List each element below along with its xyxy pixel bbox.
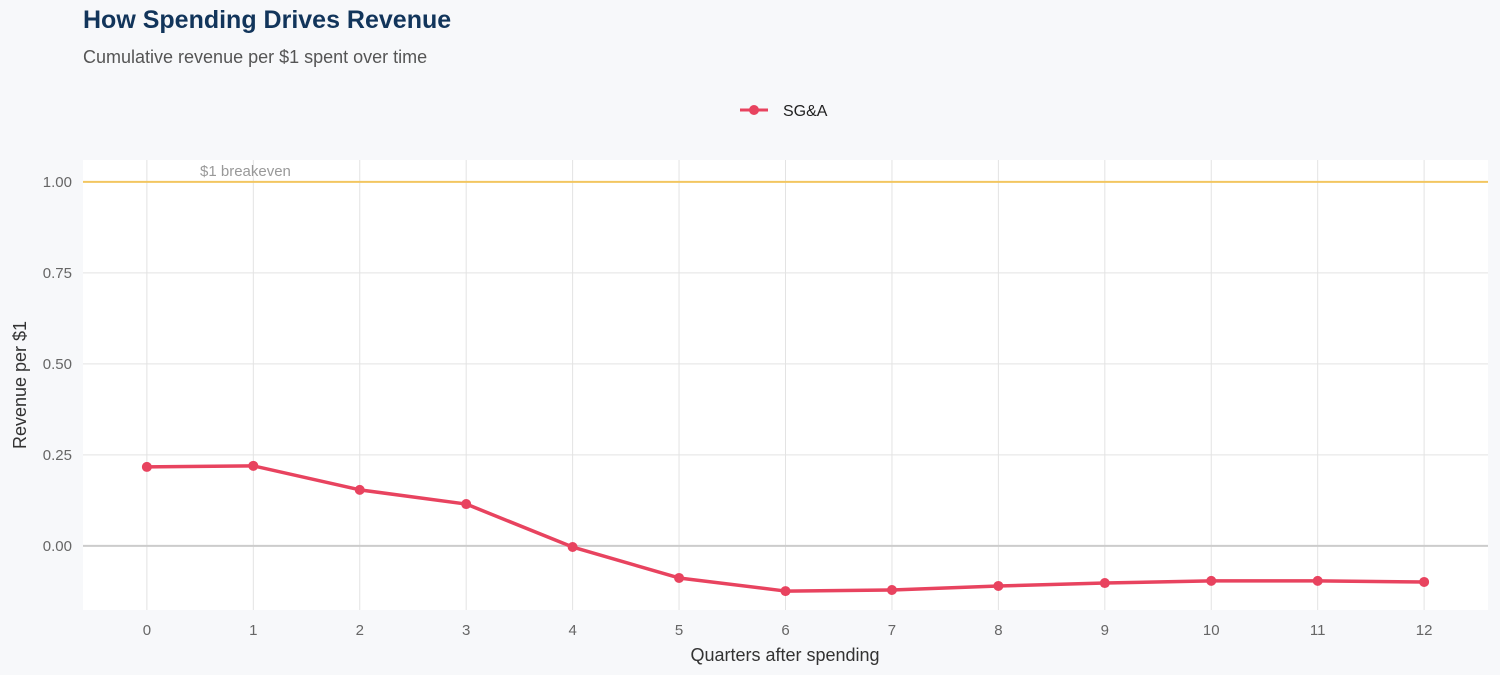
x-tick-label: 4 bbox=[568, 622, 576, 639]
x-tick-label: 6 bbox=[781, 622, 789, 639]
data-point bbox=[141, 461, 152, 472]
data-point bbox=[993, 580, 1004, 591]
data-point bbox=[1312, 575, 1323, 586]
data-point bbox=[1206, 575, 1217, 586]
x-tick-label: 12 bbox=[1416, 622, 1433, 639]
breakeven-label: $1 breakeven bbox=[200, 163, 291, 180]
x-tick-label: 2 bbox=[356, 622, 364, 639]
x-tick-label: 11 bbox=[1310, 622, 1326, 639]
legend-dot-marker bbox=[749, 105, 759, 115]
legend: SG&A bbox=[740, 103, 828, 120]
x-tick-label: 0 bbox=[143, 622, 151, 639]
chart-title: How Spending Drives Revenue bbox=[83, 6, 452, 34]
data-point bbox=[354, 484, 365, 495]
data-point bbox=[567, 542, 578, 553]
data-point bbox=[1099, 578, 1110, 589]
x-tick-label: 10 bbox=[1203, 622, 1220, 639]
data-point bbox=[674, 572, 685, 583]
y-tick-label: 0.25 bbox=[43, 447, 72, 464]
y-tick-label: 0.75 bbox=[43, 265, 72, 282]
x-tick-label: 3 bbox=[462, 622, 470, 639]
data-point bbox=[780, 586, 791, 597]
x-tick-label: 1 bbox=[249, 622, 257, 639]
data-point bbox=[886, 584, 897, 595]
data-point bbox=[248, 460, 259, 471]
x-tick-label: 7 bbox=[888, 622, 896, 639]
legend-label: SG&A bbox=[783, 103, 828, 120]
y-tick-label: 0.50 bbox=[43, 356, 72, 373]
x-tick-label: 5 bbox=[675, 622, 683, 639]
chart-subtitle: Cumulative revenue per $1 spent over tim… bbox=[83, 47, 428, 67]
y-tick-label: 1.00 bbox=[43, 174, 72, 191]
data-point bbox=[461, 499, 472, 510]
x-tick-label: 9 bbox=[1101, 622, 1109, 639]
x-tick-label: 8 bbox=[994, 622, 1002, 639]
data-point bbox=[1419, 576, 1430, 587]
y-tick-label: 0.00 bbox=[43, 538, 72, 555]
y-axis-label: Revenue per $1 bbox=[10, 321, 30, 449]
x-axis-label: Quarters after spending bbox=[690, 645, 879, 665]
